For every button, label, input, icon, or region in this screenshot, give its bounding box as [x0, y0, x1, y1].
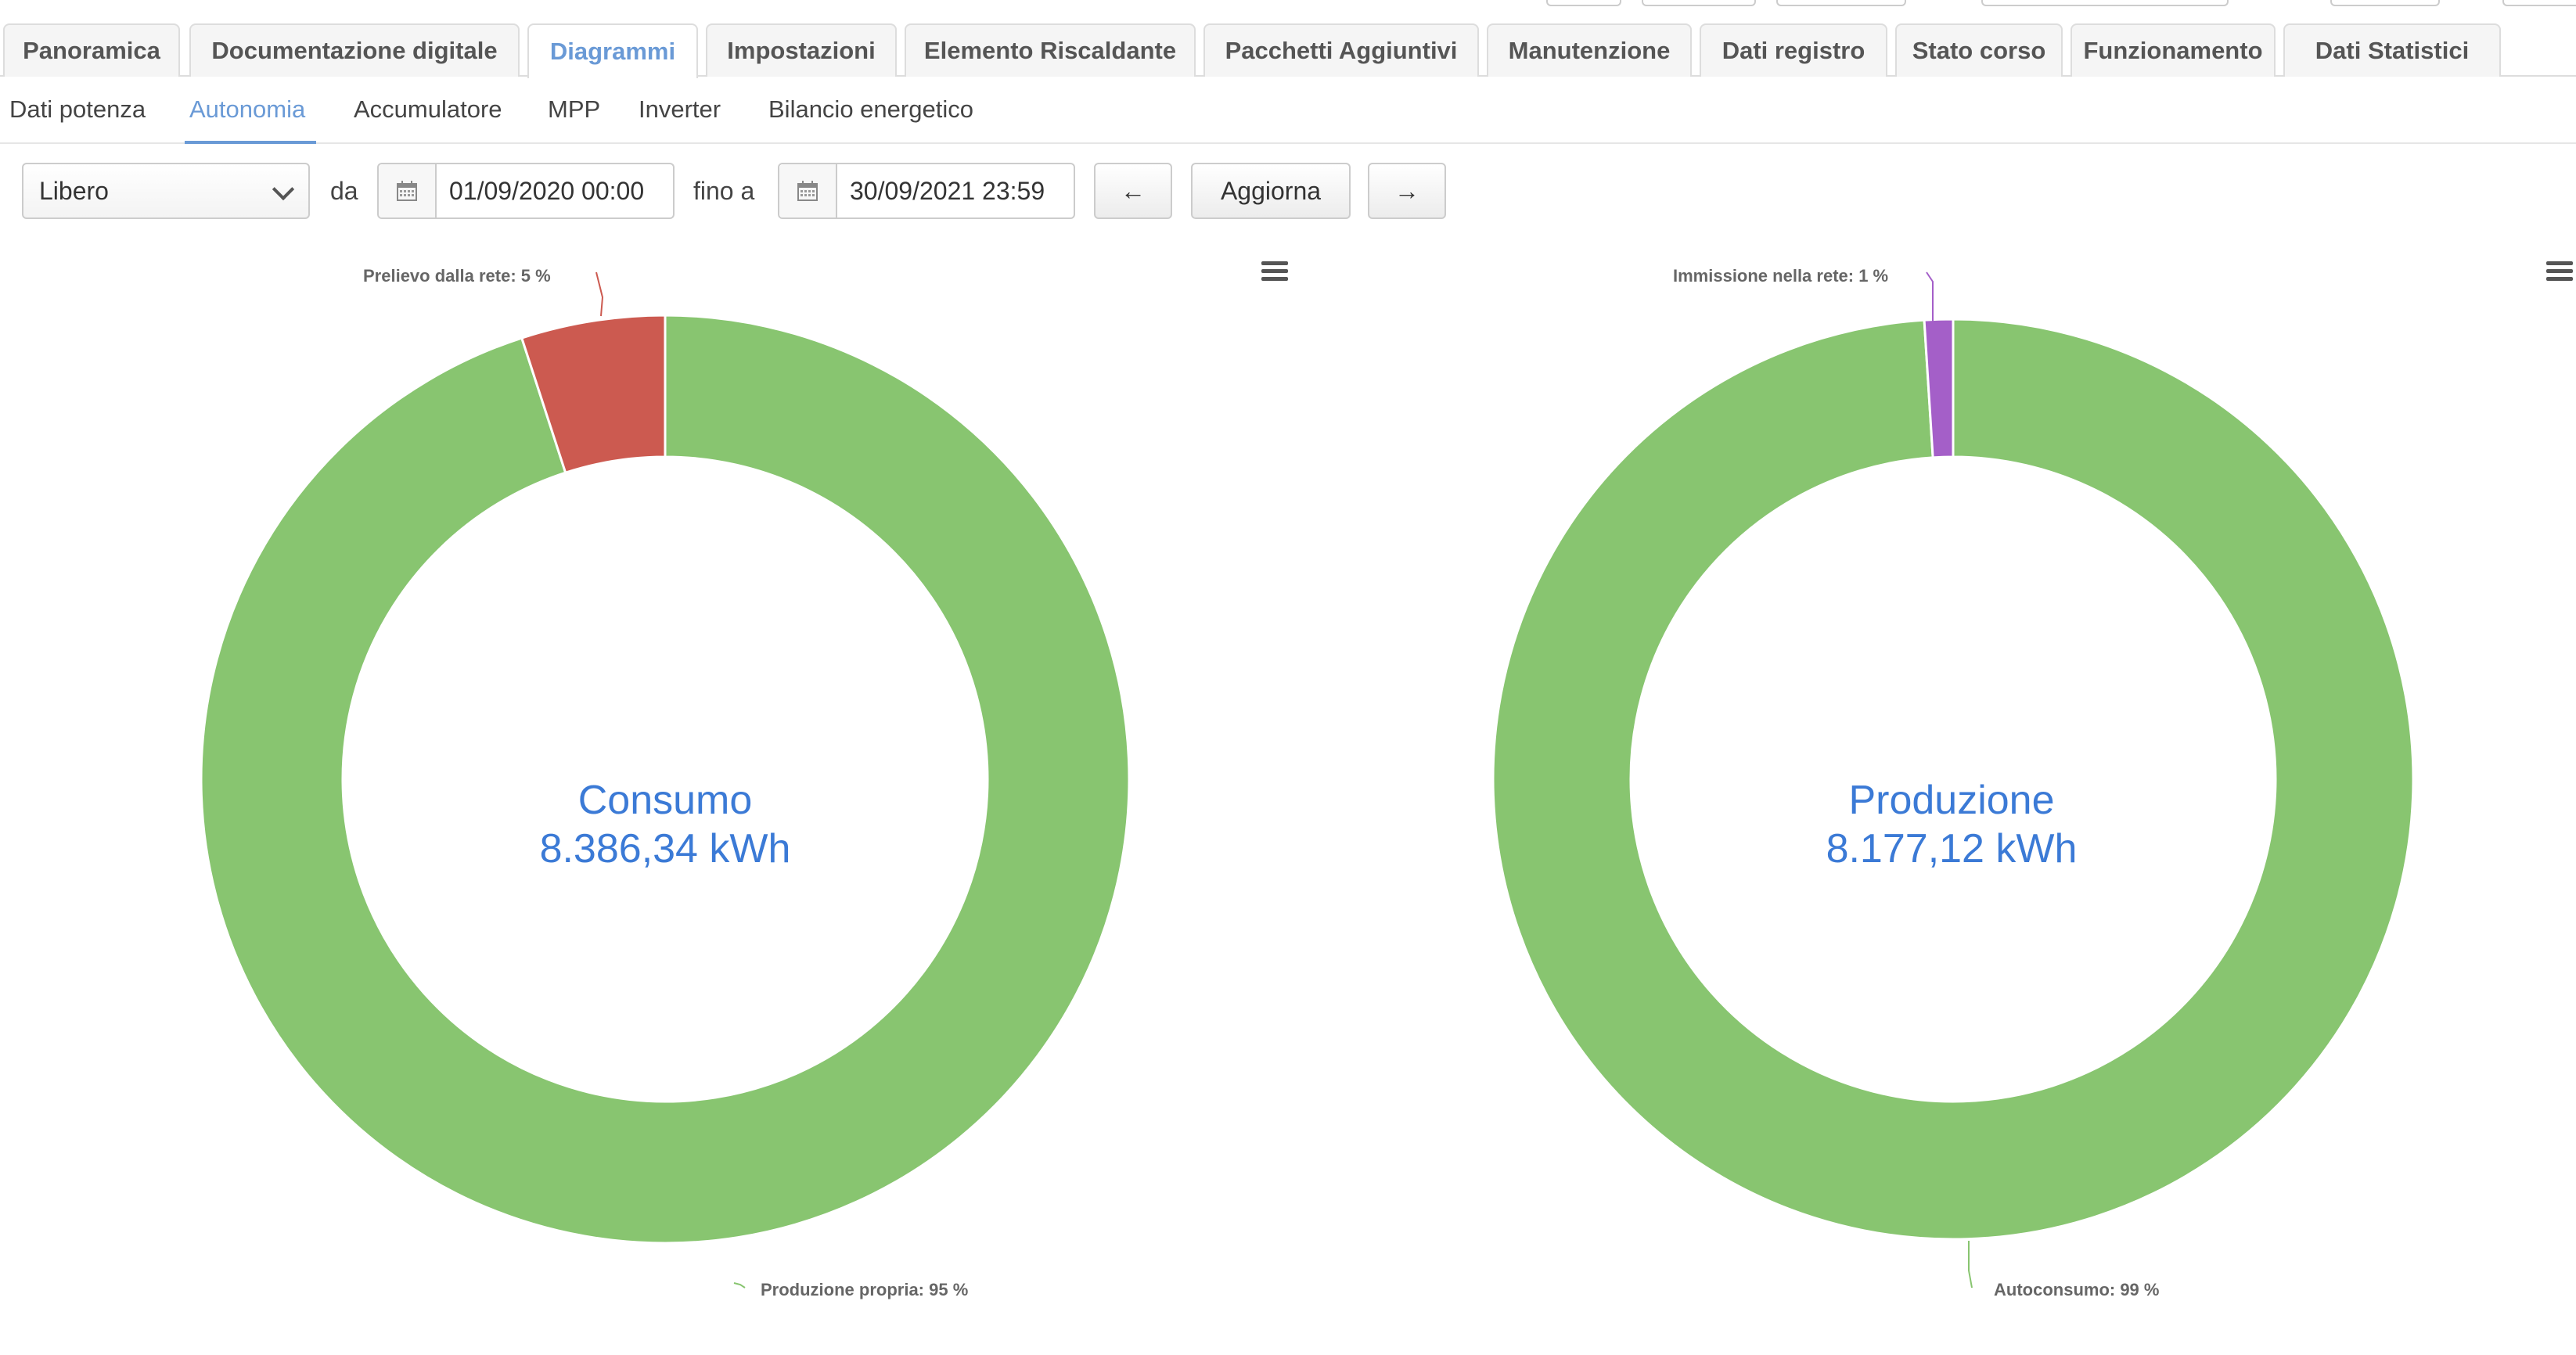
from-date-value: 01/09/2020 00:00	[449, 176, 645, 205]
top-toolbar-button[interactable]	[1776, 0, 1906, 6]
production-title: Produzione	[1848, 778, 2055, 823]
consumption-title: Consumo	[577, 778, 753, 823]
top-toolbar-button[interactable]	[2330, 0, 2440, 6]
production-center-label: Produzione 8.177,12 kWh	[1717, 776, 2186, 873]
active-subtab-indicator	[185, 141, 316, 144]
donut-slice-main[interactable]	[1491, 318, 2415, 1241]
top-toolbar-button[interactable]	[1546, 0, 1621, 6]
consumption-donut-chart	[200, 271, 1131, 1289]
sub-tab-bar: Dati potenza Autonomia Accumulatore MPP …	[0, 77, 2576, 144]
production-donut-chart	[1491, 271, 2415, 1289]
from-label: da	[330, 177, 358, 205]
tab-funzionamento[interactable]: Funzionamento	[2071, 23, 2276, 77]
from-date-field[interactable]: 01/09/2020 00:00	[377, 163, 675, 219]
grid-draw-label: Prelievo dalla rete: 5 %	[363, 266, 551, 286]
to-label: fino a	[693, 177, 755, 205]
tab-impostazioni[interactable]: Impostazioni	[706, 23, 897, 77]
tab-dati-statistici[interactable]: Dati Statistici	[2283, 23, 2501, 77]
tab-diagrammi[interactable]: Diagrammi	[527, 23, 698, 78]
subtab-accumulatore[interactable]: Accumulatore	[354, 95, 502, 123]
subtab-mpp[interactable]: MPP	[548, 95, 601, 123]
period-select-value: Libero	[39, 176, 109, 205]
calendar-icon[interactable]	[379, 164, 437, 217]
consumption-center-label: Consumo 8.386,34 kWh	[430, 776, 900, 873]
subtab-bilancio-energetico[interactable]: Bilancio energetico	[768, 95, 973, 123]
data-label-connector	[1968, 1241, 1973, 1289]
calendar-icon[interactable]	[779, 164, 837, 217]
tab-elemento-riscaldante[interactable]: Elemento Riscaldante	[905, 23, 1196, 77]
donut-slice-minor[interactable]	[1923, 318, 1955, 459]
tab-dati-registro[interactable]: Dati registro	[1700, 23, 1887, 77]
self-production-label: Produzione propria: 95 %	[761, 1280, 969, 1299]
refresh-button[interactable]: Aggiorna	[1191, 163, 1351, 219]
tab-documentazione-digitale[interactable]: Documentazione digitale	[189, 23, 520, 77]
chart-menu-icon[interactable]	[2546, 261, 2573, 283]
grid-feed-in-label: Immissione nella rete: 1 %	[1673, 266, 1889, 286]
next-period-button[interactable]: →	[1368, 163, 1446, 219]
top-toolbar-button[interactable]	[1642, 0, 1756, 6]
self-consumption-label: Autoconsumo: 99 %	[1994, 1280, 2160, 1299]
chevron-down-icon	[272, 178, 295, 201]
subtab-autonomia[interactable]: Autonomia	[189, 95, 306, 123]
tab-manutenzione[interactable]: Manutenzione	[1487, 23, 1692, 77]
consumption-total: 8.386,34 kWh	[539, 826, 791, 872]
data-label-connector	[1926, 271, 1934, 322]
production-total: 8.177,12 kWh	[1826, 826, 2078, 872]
top-toolbar-button[interactable]	[2502, 0, 2576, 6]
chart-menu-icon[interactable]	[1261, 261, 1288, 283]
period-select[interactable]: Libero	[22, 163, 310, 219]
data-label-connector	[733, 1282, 746, 1289]
data-label-connector	[595, 271, 604, 317]
tab-pacchetti-aggiuntivi[interactable]: Pacchetti Aggiuntivi	[1203, 23, 1479, 77]
donut-slice-main[interactable]	[200, 314, 1131, 1245]
donut-slice-minor[interactable]	[520, 314, 667, 475]
tab-panoramica[interactable]: Panoramica	[3, 23, 180, 77]
tab-stato-corso[interactable]: Stato corso	[1895, 23, 2063, 77]
main-tab-bar: Panoramica Documentazione digitale Diagr…	[0, 0, 2576, 78]
previous-period-button[interactable]: ←	[1094, 163, 1172, 219]
to-date-field[interactable]: 30/09/2021 23:59	[778, 163, 1075, 219]
subtab-dati-potenza[interactable]: Dati potenza	[9, 95, 146, 123]
to-date-value: 30/09/2021 23:59	[850, 176, 1045, 205]
subtab-inverter[interactable]: Inverter	[639, 95, 721, 123]
top-toolbar-button[interactable]	[1981, 0, 2229, 6]
